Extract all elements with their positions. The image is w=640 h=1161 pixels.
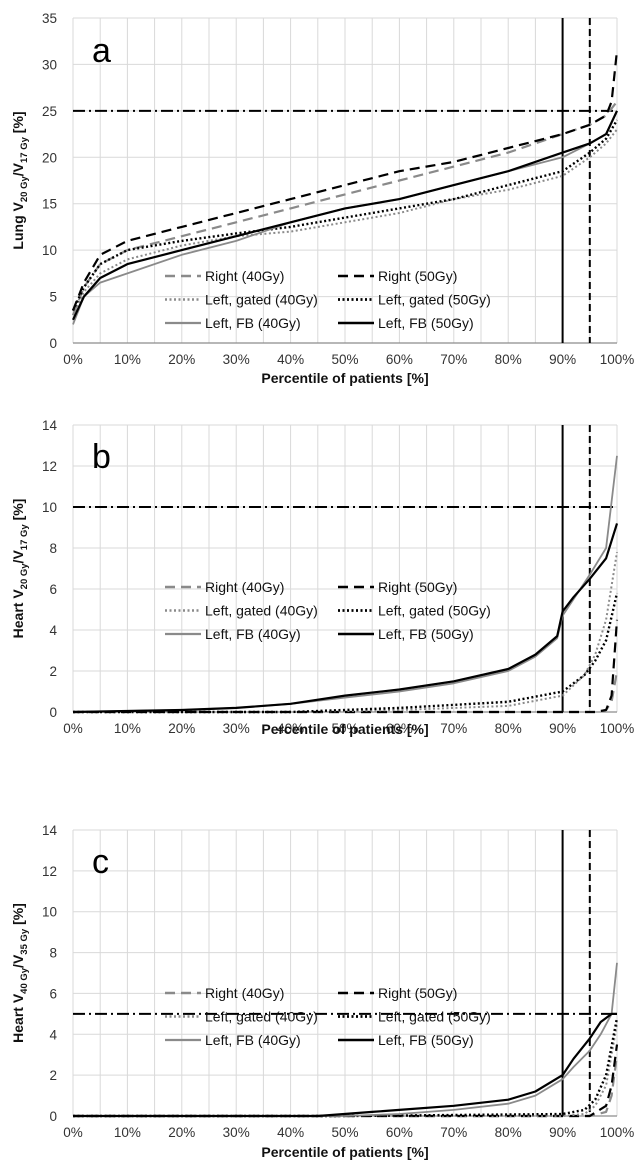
legend: Right (40Gy) Right (50Gy) Left, gated (40G… — [165, 268, 491, 331]
legend-label: Left, FB (40Gy) — [205, 626, 301, 642]
y-tick-label: 0 — [49, 705, 57, 720]
legend-label: Right (40Gy) — [205, 268, 284, 284]
y-tick-label: 12 — [42, 864, 57, 879]
x-tick-label: 70% — [440, 352, 467, 367]
x-tick-label: 100% — [600, 352, 635, 367]
series-line-3 — [71, 119, 619, 312]
y-tick-label: 8 — [49, 946, 57, 961]
y-tick-label: 0 — [49, 1109, 57, 1124]
x-tick-label: 30% — [223, 1125, 250, 1140]
x-tick-label: 90% — [549, 721, 576, 736]
y-tick-label: 20 — [42, 150, 57, 165]
legend-label: Right (50Gy) — [378, 268, 457, 284]
x-tick-label: 50% — [331, 1125, 358, 1140]
y-tick-label: 15 — [42, 197, 57, 212]
legend-label: Left, FB (40Gy) — [205, 315, 301, 331]
legend-label: Left, FB (50Gy) — [378, 1032, 474, 1048]
legend-label: Left, gated (50Gy) — [378, 292, 491, 308]
legend-label: Left, FB (40Gy) — [205, 1032, 301, 1048]
y-tick-label: 10 — [42, 243, 57, 258]
y-tick-label: 6 — [49, 582, 57, 597]
legend-label: Right (50Gy) — [378, 579, 457, 595]
y-tick-label: 25 — [42, 104, 57, 119]
y-tick-label: 4 — [49, 1027, 57, 1042]
x-tick-label: 40% — [277, 1125, 304, 1140]
y-tick-label: 14 — [42, 823, 58, 838]
series-line-1 — [71, 50, 619, 311]
series-line-5 — [73, 1012, 617, 1118]
y-tick-label: 2 — [49, 1068, 57, 1083]
legend: Right (40Gy) Right (50Gy) Left, gated (40G… — [165, 579, 491, 642]
x-tick-label: 100% — [600, 1125, 635, 1140]
chart-panel-c: 0 2 4 6 8 10 12 14 0% 10% 20% 30% 40% 50% 60% 70% 80% 90%… — [10, 823, 634, 1160]
legend-label: Left, FB (50Gy) — [378, 315, 474, 331]
panel-letter: b — [92, 438, 111, 476]
legend-label: Left, gated (40Gy) — [205, 603, 318, 619]
x-tick-label: 60% — [386, 352, 413, 367]
y-axis-title: Heart V40 Gy/V35 Gy [%] — [10, 903, 30, 1043]
x-tick-label: 90% — [549, 352, 576, 367]
y-tick-label: 12 — [42, 459, 57, 474]
y-tick-label: 10 — [42, 500, 57, 515]
x-tick-label: 10% — [114, 721, 141, 736]
x-tick-label: 0% — [63, 1125, 83, 1140]
panel-letter: c — [92, 843, 109, 881]
x-tick-label: 20% — [168, 352, 195, 367]
legend-label: Right (50Gy) — [378, 985, 457, 1001]
x-tick-label: 50% — [331, 721, 358, 736]
x-tick-label: 70% — [440, 1125, 467, 1140]
x-tick-label: 30% — [223, 721, 250, 736]
x-axis-title: Percentile of patients [%] — [261, 1144, 428, 1160]
x-tick-label: 70% — [440, 721, 467, 736]
x-tick-label: 40% — [277, 721, 304, 736]
chart-panel-a: 0 5 10 15 20 25 30 35 0% 10% 20% 30% 40% 50% 60% 70% 80%… — [10, 11, 634, 386]
x-tick-label: 80% — [495, 1125, 522, 1140]
legend: Right (40Gy) Right (50Gy) Left, gated (40G… — [165, 985, 491, 1048]
y-tick-label: 4 — [49, 623, 57, 638]
x-tick-label: 60% — [386, 1125, 413, 1140]
series-line-5 — [72, 523, 619, 714]
x-axis-title: Percentile of patients [%] — [261, 721, 428, 737]
legend-label: Left, gated (40Gy) — [205, 1009, 318, 1025]
panel-letter: a — [92, 32, 111, 70]
series-line-5 — [72, 110, 618, 321]
x-tick-label: 0% — [63, 352, 83, 367]
legend-label: Left, gated (50Gy) — [378, 603, 491, 619]
y-tick-label: 0 — [49, 336, 57, 351]
y-axis-title: Lung V20 Gy/V17 Gy [%] — [10, 111, 30, 249]
y-tick-label: 14 — [42, 418, 58, 433]
x-tick-label: 80% — [495, 352, 522, 367]
legend-label: Left, FB (50Gy) — [378, 626, 474, 642]
x-tick-label: 30% — [223, 352, 250, 367]
x-tick-label: 50% — [331, 352, 358, 367]
y-tick-label: 6 — [49, 986, 57, 1001]
legend-label: Left, gated (50Gy) — [378, 1009, 491, 1025]
y-tick-label: 35 — [42, 11, 57, 26]
legend-label: Left, gated (40Gy) — [205, 292, 318, 308]
x-tick-label: 10% — [114, 352, 141, 367]
y-axis-title: Heart V20 Gy/V17 Gy [%] — [10, 499, 30, 639]
series-line-2 — [72, 128, 618, 316]
x-tick-label: 20% — [168, 1125, 195, 1140]
x-axis-title: Percentile of patients [%] — [261, 370, 428, 386]
y-tick-label: 8 — [49, 541, 57, 556]
legend-label: Right (40Gy) — [205, 579, 284, 595]
x-tick-label: 100% — [600, 721, 635, 736]
x-tick-label: 90% — [549, 1125, 576, 1140]
y-tick-label: 30 — [42, 57, 57, 72]
series-line-4 — [73, 962, 618, 1117]
legend-label: Right (40Gy) — [205, 985, 284, 1001]
x-tick-label: 40% — [277, 352, 304, 367]
chart-panel-b: 0 2 4 6 8 10 12 14 0% 10% 20% 30% 40% 50% 60% 70% 80% 90%… — [10, 418, 634, 737]
y-tick-label: 5 — [49, 290, 57, 305]
y-tick-label: 2 — [49, 664, 57, 679]
x-tick-label: 0% — [63, 721, 83, 736]
x-tick-label: 20% — [168, 721, 195, 736]
x-tick-label: 60% — [386, 721, 413, 736]
x-tick-label: 80% — [495, 721, 522, 736]
series-line-3 — [73, 592, 619, 714]
x-tick-label: 10% — [114, 1125, 141, 1140]
y-tick-label: 10 — [42, 905, 57, 920]
